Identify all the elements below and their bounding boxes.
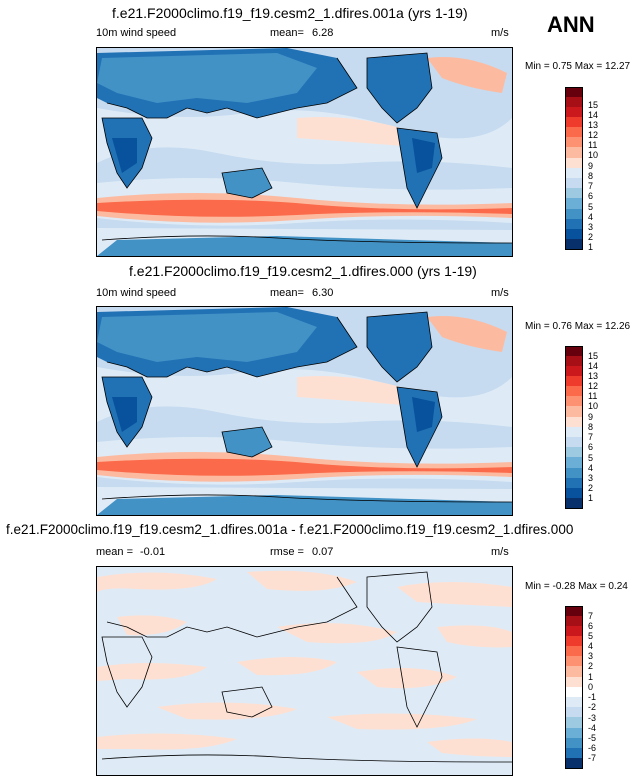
panel3-mean-value: -0.01 xyxy=(140,546,166,558)
panel1-map xyxy=(96,47,513,257)
panel2-variable: 10m wind speed xyxy=(96,287,177,299)
panel1-units: m/s xyxy=(491,27,509,39)
panel3-map-field xyxy=(97,567,512,775)
panel2-mean-value: 6.30 xyxy=(312,287,334,299)
panel1-colorbar xyxy=(565,87,583,250)
panel2-colorbar xyxy=(565,346,583,509)
panel3-title: f.e21.F2000climo.f19_f19.cesm2_1.dfires.… xyxy=(6,522,574,537)
panel1-minmax: Min = 0.75 Max = 12.27 xyxy=(525,61,631,72)
panel2-mean-label: mean= xyxy=(270,287,304,299)
panel2-units: m/s xyxy=(491,287,509,299)
panel2-title: f.e21.F2000climo.f19_f19.cesm2_1.dfires.… xyxy=(129,263,477,279)
panel3-mean-label: mean = xyxy=(96,546,133,558)
panel2-minmax: Min = 0.76 Max = 12.26 xyxy=(525,321,631,332)
season-label: ANN xyxy=(547,12,595,37)
panel2-map xyxy=(96,306,513,516)
panel3-rmse-label: rmse = xyxy=(270,546,304,558)
panel3-map xyxy=(96,566,513,776)
panel3-minmax: Min = -0.28 Max = 0.24 xyxy=(525,581,628,592)
panel3-rmse-value: 0.07 xyxy=(312,546,334,558)
panel1-mean-value: 6.28 xyxy=(312,27,334,39)
panel1-title: f.e21.F2000climo.f19_f19.cesm2_1.dfires.… xyxy=(112,5,468,21)
panel3-colorbar xyxy=(565,606,583,769)
panel1-mean-label: mean= xyxy=(270,27,304,39)
panel1-map-field xyxy=(97,48,512,256)
panel3-units: m/s xyxy=(491,546,509,558)
panel1-variable: 10m wind speed xyxy=(96,27,177,39)
panel2-map-field xyxy=(97,307,512,515)
